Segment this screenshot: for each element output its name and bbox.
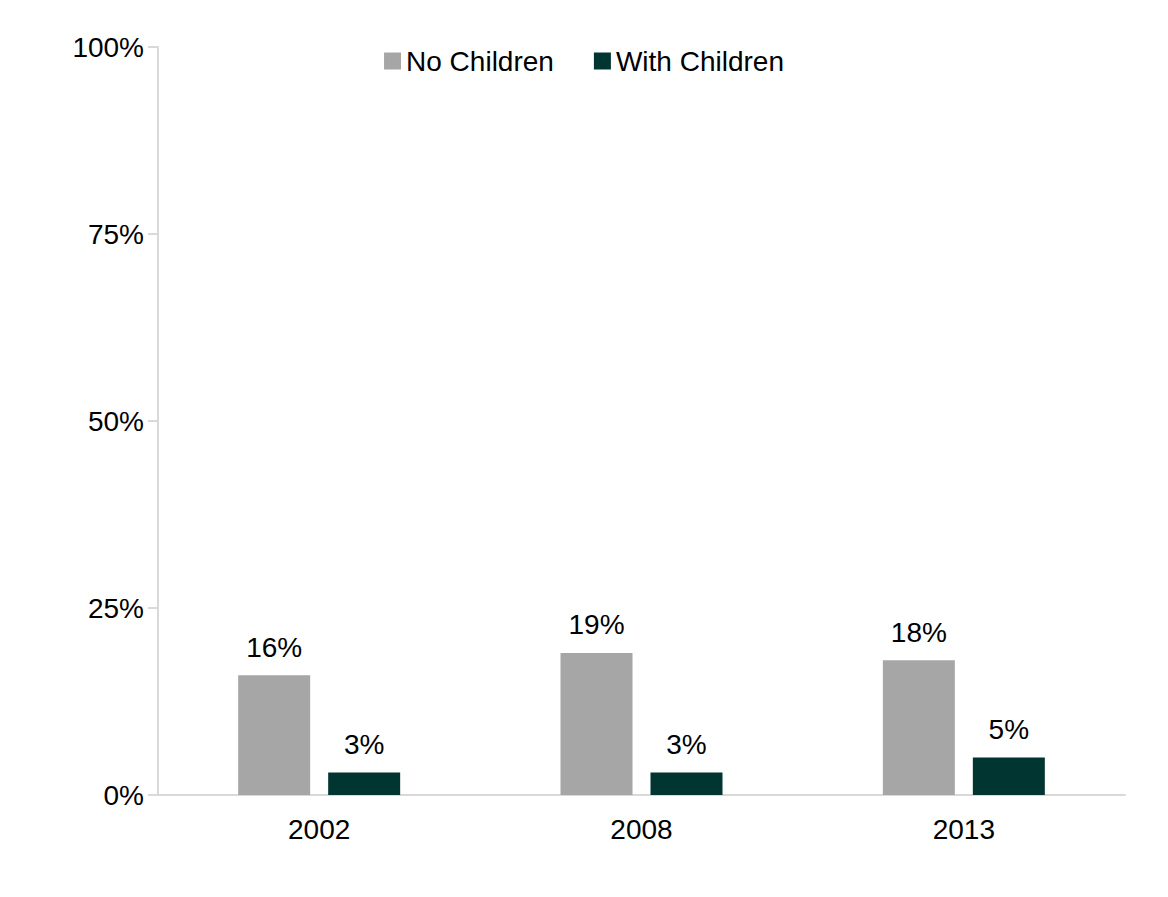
svg-text:50%: 50% — [88, 406, 144, 437]
svg-text:2013: 2013 — [933, 814, 995, 845]
svg-text:2002: 2002 — [288, 814, 350, 845]
svg-text:3%: 3% — [344, 729, 384, 760]
svg-text:75%: 75% — [88, 219, 144, 250]
svg-text:25%: 25% — [88, 593, 144, 624]
svg-text:100%: 100% — [72, 32, 144, 63]
svg-text:3%: 3% — [666, 729, 706, 760]
svg-text:16%: 16% — [246, 632, 302, 663]
svg-text:With Children: With Children — [616, 46, 784, 77]
svg-text:18%: 18% — [891, 617, 947, 648]
svg-text:No Children: No Children — [406, 46, 554, 77]
svg-text:5%: 5% — [989, 714, 1029, 745]
svg-text:2008: 2008 — [610, 814, 672, 845]
svg-text:0%: 0% — [104, 780, 144, 811]
svg-text:19%: 19% — [568, 609, 624, 640]
